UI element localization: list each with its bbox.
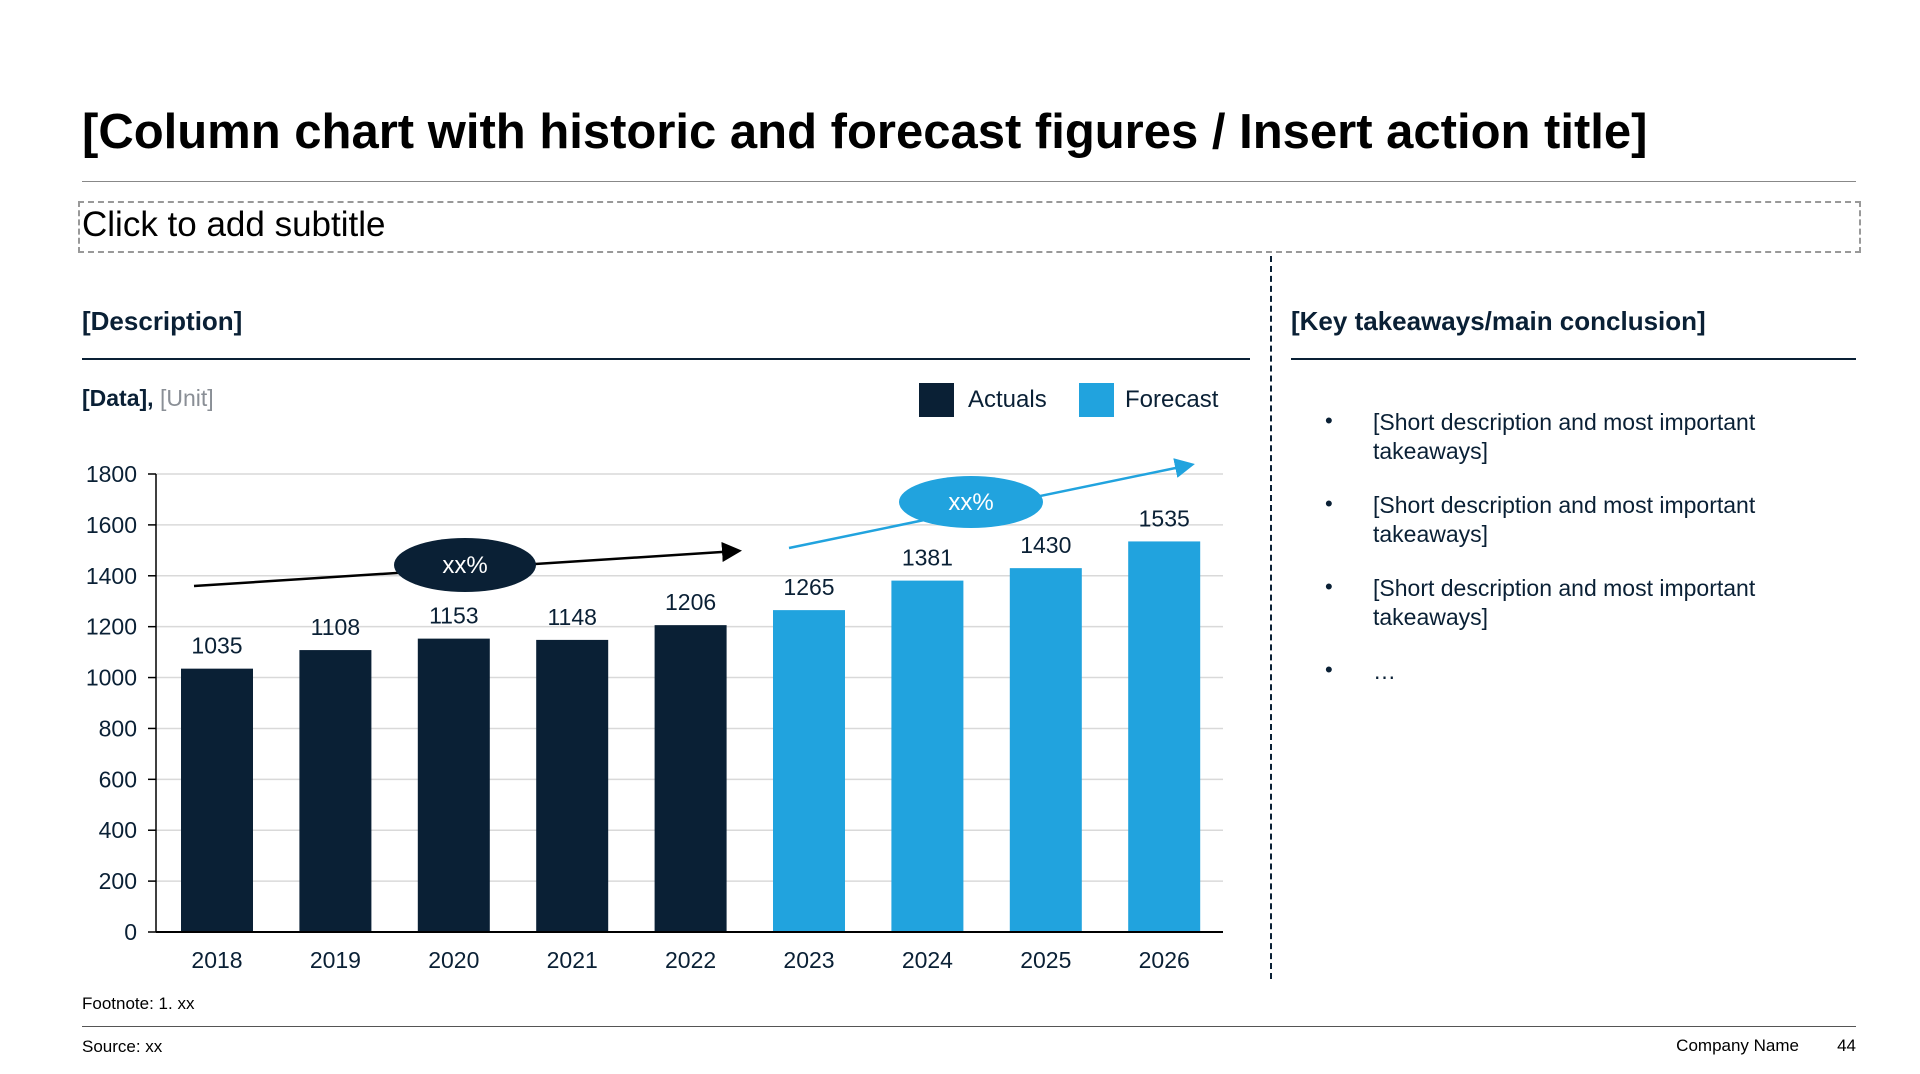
takeaway-item: [Short description and most important ta… [1373,409,1756,464]
bar-2018 [181,668,253,932]
actuals-cagr-label: xx% [442,552,487,579]
bar-2022 [654,625,727,932]
x-tick-label: 2020 [428,947,479,973]
x-tick-label: 2025 [1020,947,1071,973]
bar-2020 [417,638,490,932]
footer-rule [82,1026,1856,1027]
y-tick-label: 800 [99,715,137,741]
bullet-icon: • [1325,408,1333,433]
data-label-2024: 1381 [902,545,953,571]
data-label: [Data], [82,385,154,411]
footnote: Footnote: 1. xx [82,994,195,1013]
subtitle-text[interactable]: Click to add subtitle [82,205,386,244]
bar-2023 [773,610,845,932]
forecast-cagr-label: xx% [948,489,993,516]
x-tick-label: 2021 [547,947,598,973]
x-tick-label: 2026 [1139,947,1190,973]
page-title[interactable]: [Column chart with historic and forecast… [82,105,1648,159]
takeaways-heading: [Key takeaways/main conclusion] [1291,306,1706,336]
bar-2024 [891,580,964,932]
data-label-2026: 1535 [1139,505,1190,531]
bullet-icon: • [1325,657,1333,682]
x-tick-label: 2023 [783,947,834,973]
data-label-2023: 1265 [783,574,834,600]
data-label-2021: 1148 [547,604,596,630]
bullet-icon: • [1325,491,1333,516]
y-tick-label: 1800 [86,461,137,487]
column-chart: 0 200 400 600 800 1000 1200 1400 1600 1800 1035 201… [86,458,1223,973]
data-label-2019: 1108 [311,614,360,640]
page-number: 44 [1837,1036,1856,1055]
data-label-2025: 1430 [1020,532,1071,558]
takeaways-rule [1291,358,1856,360]
bar-2021 [536,639,609,932]
x-tick-label: 2024 [902,947,953,973]
x-tick-label: 2022 [665,947,716,973]
description-rule [82,358,1250,360]
bar-2026 [1128,541,1201,932]
y-tick-label: 1400 [86,563,137,589]
bullet-icon: • [1325,574,1333,599]
y-tick-label: 400 [99,817,137,843]
y-tick-label: 0 [124,919,137,945]
column-divider [1270,256,1272,979]
company-name: Company Name [1676,1036,1799,1055]
data-label-2020: 1153 [429,603,478,629]
bar-2025 [1009,568,1082,932]
x-tick-label: 2018 [191,947,242,973]
subtitle-placeholder[interactable] [78,201,1861,253]
x-tick-label: 2019 [310,947,361,973]
legend-swatch-forecast [1079,383,1114,417]
actuals-cagr-bubble [394,538,536,592]
source: Source: xx [82,1037,163,1056]
y-tick-label: 1000 [86,665,137,691]
y-tick-label: 600 [99,766,137,792]
legend-label-actuals: Actuals [968,386,1047,413]
y-tick-label: 1600 [86,512,137,538]
takeaway-item: … [1373,658,1396,684]
bar-2019 [299,650,372,932]
legend-label-forecast: Forecast [1125,386,1219,413]
title-divider [82,181,1856,182]
takeaway-item: [Short description and most important ta… [1373,575,1756,630]
unit-label: [Unit] [159,385,214,411]
y-tick-label: 200 [99,868,137,894]
data-unit-label: [Data], [Unit] [82,385,214,412]
y-tick-label: 1200 [86,614,137,640]
legend-swatch-actuals [919,383,954,417]
forecast-cagr-bubble [899,476,1043,528]
description-heading: [Description] [82,306,243,336]
data-label-2022: 1206 [665,589,716,615]
data-label-2018: 1035 [191,633,242,659]
takeaway-item: [Short description and most important ta… [1373,492,1756,547]
